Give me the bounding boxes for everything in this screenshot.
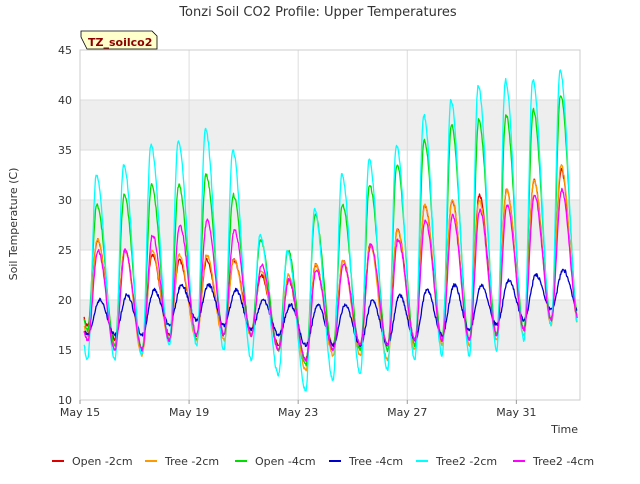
- y-tick-label: 40: [58, 94, 72, 107]
- legend-label: Tree2 -4cm: [532, 455, 594, 468]
- series-line-tree2-4cm: [83, 187, 578, 363]
- background-bands: [80, 100, 580, 350]
- y-axis-label: Soil Temperature (C): [7, 168, 20, 281]
- y-tick-label: 25: [58, 244, 72, 257]
- y-tick-label: 35: [58, 144, 72, 157]
- y-tick-label: 20: [58, 294, 72, 307]
- background-band: [80, 200, 580, 250]
- site-tag-box: [80, 30, 158, 50]
- legend-label: Open -4cm: [255, 455, 316, 468]
- x-tick-label: May 19: [169, 406, 209, 419]
- legend-label: Tree -2cm: [164, 455, 219, 468]
- y-tick-label: 30: [58, 194, 72, 207]
- x-tick-label: May 15: [60, 406, 100, 419]
- site-tag: TZ_soilco2: [80, 30, 158, 50]
- series-line-tree-4cm: [83, 268, 578, 348]
- legend-label: Tree2 -2cm: [435, 455, 497, 468]
- y-tick-label: 15: [58, 344, 72, 357]
- chart-title: Tonzi Soil CO2 Profile: Upper Temperatur…: [178, 5, 457, 20]
- x-tick-label: May 23: [278, 406, 318, 419]
- series-lines: [83, 69, 578, 392]
- legend: Open -2cm Tree -2cm Open -4cm Tree -4cm Tree…: [52, 455, 594, 468]
- y-tick-labels: 10 15 20 25 30 35 40 45: [58, 44, 72, 407]
- x-tick-labels: May 15 May 19 May 23 May 27 May 31: [60, 400, 536, 419]
- legend-label: Tree -4cm: [348, 455, 403, 468]
- plot-frame: [79, 49, 581, 401]
- x-tick-label: May 27: [387, 406, 427, 419]
- x-axis-label: Time: [550, 423, 578, 436]
- site-tag-label: TZ_soilco2: [88, 36, 152, 49]
- background-band: [80, 100, 580, 150]
- plot-border: [79, 49, 581, 401]
- y-tick-label: 10: [58, 394, 72, 407]
- x-tick-label: May 31: [496, 406, 536, 419]
- y-tick-label: 45: [58, 44, 72, 57]
- legend-label: Open -2cm: [72, 455, 133, 468]
